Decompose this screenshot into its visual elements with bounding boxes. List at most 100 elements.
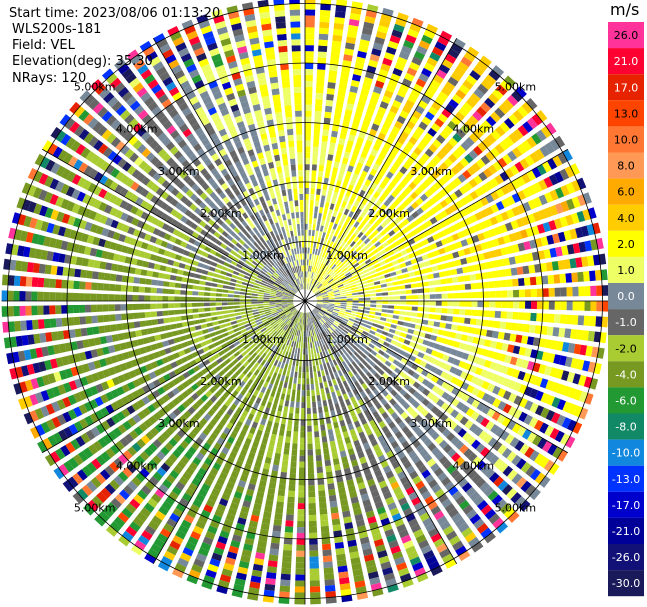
velocity-gate [352, 292, 359, 296]
velocity-gate [274, 316, 281, 321]
velocity-gate [384, 360, 392, 367]
velocity-gate [333, 530, 343, 538]
velocity-gate [408, 181, 417, 190]
velocity-gate [325, 322, 331, 328]
velocity-gate [466, 237, 474, 245]
velocity-gate [341, 182, 348, 190]
velocity-gate [480, 242, 489, 251]
velocity-gate [169, 469, 180, 480]
velocity-gate [289, 466, 297, 474]
velocity-gate [222, 289, 229, 293]
velocity-gate [159, 366, 168, 374]
velocity-gate [396, 115, 406, 125]
velocity-gate [239, 357, 247, 365]
velocity-gate [377, 106, 387, 115]
velocity-gate [531, 167, 542, 179]
velocity-gate [200, 275, 207, 280]
velocity-gate [238, 401, 246, 410]
velocity-gate [299, 360, 302, 367]
velocity-gate [344, 522, 354, 530]
velocity-gate [482, 281, 490, 289]
velocity-gate [338, 382, 344, 390]
velocity-gate [299, 461, 305, 468]
velocity-gate [436, 515, 448, 526]
velocity-gate [150, 303, 157, 310]
velocity-gate [421, 153, 430, 162]
velocity-gate [233, 327, 240, 333]
velocity-gate [570, 328, 578, 340]
velocity-gate [495, 187, 505, 198]
velocity-gate [260, 359, 267, 366]
velocity-gate [265, 312, 272, 316]
velocity-gate [516, 266, 524, 275]
velocity-gate [497, 480, 509, 492]
velocity-gate [541, 275, 549, 285]
velocity-gate [36, 376, 45, 388]
velocity-gate [357, 412, 365, 420]
velocity-gate [35, 424, 46, 437]
velocity-gate [326, 93, 334, 101]
velocity-gate [343, 326, 350, 332]
velocity-gate [195, 520, 206, 530]
velocity-gate [232, 270, 240, 276]
velocity-gate [345, 189, 352, 197]
velocity-gate [455, 412, 464, 422]
velocity-gate [62, 396, 72, 408]
velocity-gate [216, 263, 223, 270]
velocity-gate [334, 293, 341, 296]
velocity-gate [417, 384, 426, 393]
velocity-gate [32, 362, 41, 374]
velocity-gate [44, 454, 56, 467]
velocity-gate [513, 382, 522, 392]
velocity-gate [292, 328, 296, 335]
velocity-gate [556, 414, 566, 427]
velocity-gate [518, 289, 526, 298]
velocity-gate [167, 380, 176, 389]
velocity-gate [329, 241, 334, 248]
velocity-gate [204, 477, 214, 487]
velocity-gate [305, 318, 307, 325]
velocity-gate [411, 211, 420, 219]
velocity-gate [326, 246, 332, 253]
velocity-gate [480, 328, 488, 337]
velocity-gate [506, 420, 517, 431]
velocity-gate [188, 569, 201, 579]
velocity-gate [215, 541, 226, 550]
velocity-gate [278, 597, 290, 605]
velocity-gate [316, 283, 322, 289]
velocity-gate [391, 276, 398, 281]
velocity-gate [138, 250, 146, 258]
velocity-gate [50, 126, 62, 139]
velocity-gate [417, 294, 424, 300]
velocity-gate [327, 277, 333, 282]
velocity-gate [435, 301, 442, 306]
velocity-gate [485, 206, 494, 216]
velocity-gate [214, 268, 222, 274]
velocity-gate [264, 310, 272, 314]
velocity-gate [329, 385, 335, 393]
velocity-gate [104, 483, 116, 495]
velocity-gate [549, 189, 559, 201]
velocity-gate [229, 417, 237, 425]
velocity-gate [109, 241, 118, 251]
velocity-gate [363, 290, 370, 294]
velocity-gate [266, 326, 273, 331]
velocity-gate [64, 254, 72, 264]
velocity-gate [537, 223, 546, 234]
velocity-gate [324, 111, 332, 119]
velocity-gate [326, 159, 333, 167]
velocity-gate [209, 467, 219, 476]
velocity-gate [138, 422, 148, 433]
velocity-gate [363, 165, 371, 173]
velocity-gate [584, 286, 591, 297]
velocity-gate [263, 331, 270, 337]
velocity-gate [290, 321, 295, 328]
velocity-gate [332, 359, 338, 366]
velocity-gate [376, 304, 383, 308]
velocity-gate [386, 385, 394, 393]
velocity-gate [242, 278, 250, 283]
velocity-gate [306, 402, 311, 409]
velocity-gate [401, 440, 410, 449]
velocity-gate [71, 188, 81, 200]
velocity-gate [201, 251, 209, 258]
